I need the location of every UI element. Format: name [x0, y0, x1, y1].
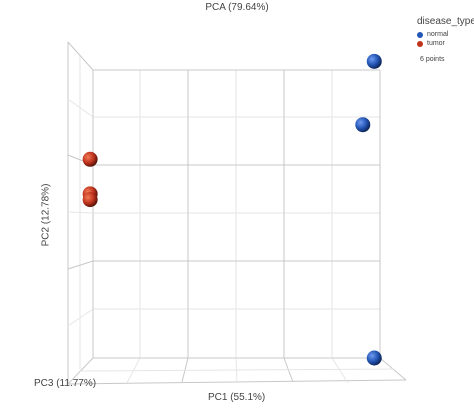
data-points [82, 53, 382, 366]
data-point-normal-1[interactable] [366, 53, 382, 69]
z-axis-label: PC3 (11.77%) [34, 378, 97, 389]
legend-marker-normal [417, 31, 423, 38]
legend-item-normal[interactable]: normal [417, 30, 474, 39]
legend-label-normal: normal [427, 31, 449, 38]
legend-title: disease_type [417, 16, 474, 27]
point-count: 6 points [420, 56, 445, 63]
plot-grid [67, 41, 407, 385]
grid-line [331, 357, 349, 384]
chart-title: PCA (79.64%) [205, 2, 269, 13]
legend: disease_type normal tumor 6 points [417, 16, 474, 63]
grid-line [67, 260, 94, 270]
y-axis-label: PC2 (12.78%) [40, 183, 52, 247]
x-axis-label: PC1 (55.1%) [208, 392, 266, 403]
grid-line [79, 368, 394, 372]
legend-marker-tumor [417, 40, 423, 47]
grid-line [67, 211, 94, 214]
grid-line [67, 308, 94, 327]
data-point-tumor-1[interactable] [82, 151, 98, 167]
legend-item-tumor[interactable]: tumor [417, 39, 474, 48]
grid-line [67, 98, 94, 118]
data-point-normal-3[interactable] [366, 350, 382, 366]
legend-label-tumor: tumor [427, 40, 445, 47]
data-point-normal-2[interactable] [355, 117, 371, 133]
data-point-tumor-3[interactable] [82, 192, 98, 208]
